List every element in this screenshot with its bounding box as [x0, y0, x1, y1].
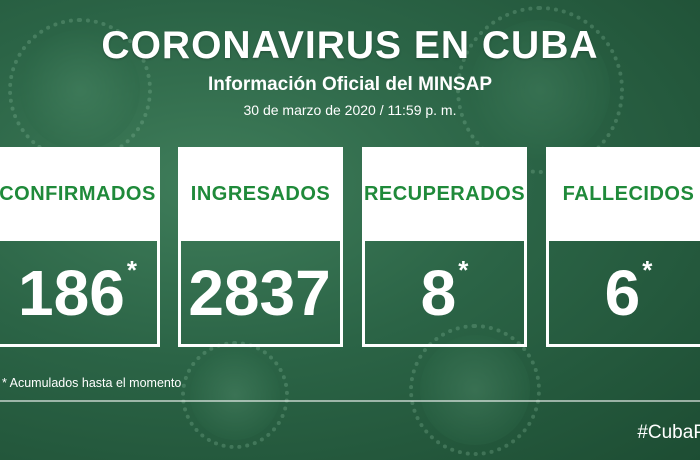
stat-value: 2837 — [188, 256, 331, 329]
stat-value-box: 186 * — [0, 241, 160, 347]
stat-label: RECUPERADOS — [362, 147, 527, 241]
stat-card-confirmados: CONFIRMADOS 186 * — [0, 147, 160, 347]
stat-card-recuperados: RECUPERADOS 8 * — [362, 147, 527, 347]
page-subtitle: Información Oficial del MINSAP — [208, 74, 492, 95]
stat-value-box: 2837 — [178, 241, 343, 347]
stat-value: 6 — [604, 256, 641, 329]
stat-card-ingresados: INGRESADOS 2837 — [178, 147, 343, 347]
stat-label: CONFIRMADOS — [0, 147, 160, 241]
footnote: * Acumulados hasta el momento — [2, 376, 182, 390]
asterisk-mark: * — [642, 255, 653, 285]
virus-illustration — [456, 6, 624, 174]
stat-label: FALLECIDOS — [546, 147, 700, 241]
stat-card-fallecidos: FALLECIDOS 6 * — [546, 147, 700, 347]
virus-illustration — [181, 341, 289, 449]
stat-value-box: 8 * — [362, 241, 527, 347]
hashtag: #CubaP — [637, 422, 700, 443]
divider — [0, 400, 700, 402]
asterisk-mark: * — [126, 255, 137, 285]
stat-value: 8 — [420, 256, 457, 329]
report-date: 30 de marzo de 2020 / 11:59 p. m. — [243, 102, 457, 118]
virus-illustration — [409, 324, 541, 456]
stat-value: 186 — [18, 256, 125, 329]
asterisk-mark: * — [458, 255, 469, 285]
stat-value-box: 6 * — [546, 241, 700, 347]
page-title: CORONAVIRUS EN CUBA — [101, 24, 599, 67]
stat-label: INGRESADOS — [178, 147, 343, 241]
